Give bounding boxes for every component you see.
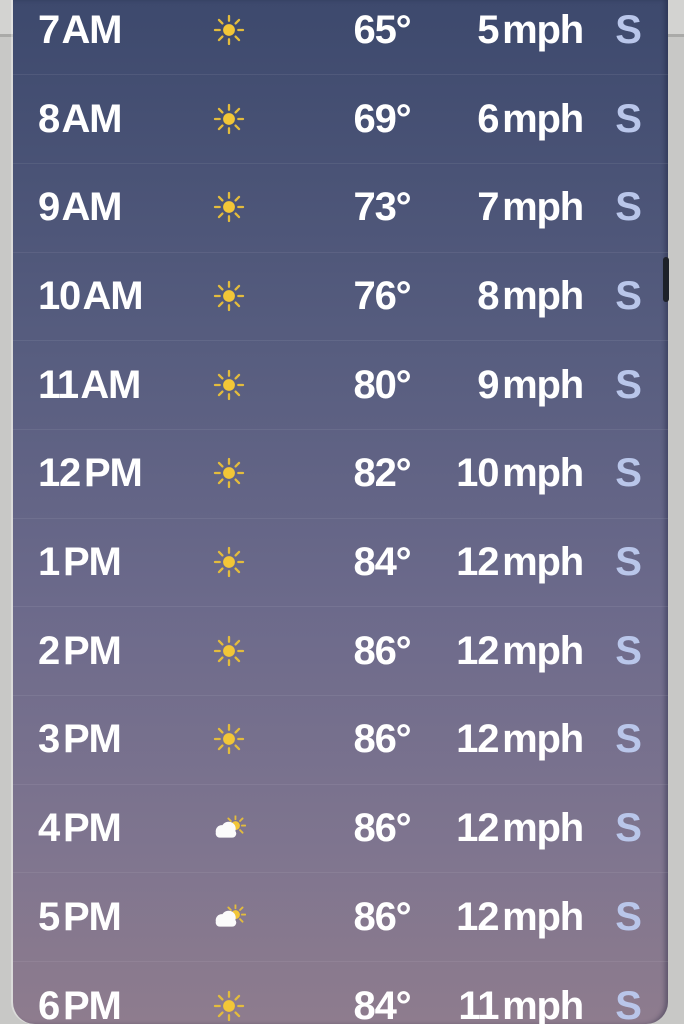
hourly-row: 9 AM 73° 7 mph S (13, 162, 668, 252)
sun-icon (213, 724, 245, 755)
wind-speed-label: 7 mph (477, 185, 584, 230)
temperature-label: 86° (353, 628, 412, 673)
time-label: 11 AM (38, 362, 141, 407)
sun-icon (213, 192, 245, 223)
wind-direction-label: S (615, 274, 642, 319)
sun-icon (213, 635, 245, 666)
wind-speed-label: 8 mph (477, 274, 584, 319)
sun-icon (213, 546, 245, 578)
wind-speed-label: 10 mph (456, 451, 584, 496)
time-label: 6 PM (38, 983, 122, 1024)
temperature-label: 65° (353, 7, 412, 52)
temperature-label: 73° (353, 185, 412, 230)
wind-direction-label: S (615, 96, 642, 141)
wind-speed-label: 12 mph (456, 717, 584, 762)
wind-direction-label: S (615, 362, 642, 407)
temperature-label: 84° (353, 540, 412, 585)
time-label: 12 PM (38, 451, 143, 496)
scrollbar-thumb[interactable] (663, 257, 669, 302)
wind-speed-label: 5 mph (477, 7, 584, 52)
wind-direction-label: S (615, 7, 642, 52)
wind-direction-label: S (615, 185, 642, 230)
time-label: 7 AM (38, 7, 123, 52)
sun-icon (213, 14, 245, 46)
hourly-row: 6 PM 84° 11 mph S (13, 961, 668, 1024)
sun-icon (213, 103, 245, 134)
sun-icon (213, 458, 245, 489)
hourly-row: 5 PM 86° 12 mph S (13, 872, 668, 961)
wind-speed-label: 12 mph (456, 806, 584, 851)
hourly-row: 4 PM 86° 12 mph S (13, 783, 668, 873)
temperature-label: 86° (353, 806, 412, 851)
wind-direction-label: S (615, 717, 642, 762)
background-strip-right (668, 0, 684, 34)
wind-speed-label: 12 mph (456, 540, 584, 585)
wind-direction-label: S (615, 894, 642, 939)
hourly-row: 7 AM 65° 5 mph S (13, 0, 668, 74)
time-label: 9 AM (38, 185, 123, 230)
wind-direction-label: S (615, 628, 642, 673)
sun-icon (213, 369, 245, 400)
background-strip-left (0, 0, 13, 34)
hourly-row: 8 AM 69° 6 mph S (13, 74, 668, 163)
wind-speed-label: 9 mph (477, 362, 584, 407)
hourly-row: 11 AM 80° 9 mph S (13, 340, 668, 429)
sun-behind-cloud-icon (212, 815, 246, 841)
temperature-label: 80° (353, 362, 412, 407)
hourly-row: 1 PM 84° 12 mph S (13, 517, 668, 607)
temperature-label: 84° (353, 983, 412, 1024)
background-divider-line-left (0, 34, 13, 37)
temperature-label: 86° (353, 894, 412, 939)
temperature-label: 86° (353, 717, 412, 762)
time-label: 8 AM (38, 96, 123, 141)
time-label: 10 AM (38, 274, 144, 319)
wind-speed-label: 12 mph (456, 628, 584, 673)
wind-speed-label: 12 mph (456, 894, 584, 939)
wind-direction-label: S (615, 983, 642, 1024)
wind-speed-label: 11 mph (458, 983, 584, 1024)
sun-icon (213, 280, 245, 312)
time-label: 1 PM (38, 540, 122, 585)
temperature-label: 82° (353, 451, 412, 496)
wind-speed-label: 6 mph (477, 96, 584, 141)
time-label: 5 PM (38, 894, 122, 939)
time-label: 4 PM (38, 806, 122, 851)
hourly-row: 10 AM 76° 8 mph S (13, 251, 668, 341)
wind-direction-label: S (615, 540, 642, 585)
wind-direction-label: S (615, 451, 642, 496)
hourly-forecast-list: 7 AM 65° 5 mph S 8 AM 69° 6 mph S 9 AM 7… (13, 0, 668, 1024)
wind-direction-label: S (615, 806, 642, 851)
hourly-forecast-sheet[interactable]: 7 AM 65° 5 mph S 8 AM 69° 6 mph S 9 AM 7… (13, 0, 668, 1024)
hourly-row: 2 PM 86° 12 mph S (13, 606, 668, 695)
background-divider-line-right (668, 34, 684, 37)
sun-icon (213, 990, 245, 1021)
time-label: 2 PM (38, 628, 122, 673)
sun-behind-cloud-icon (212, 904, 246, 929)
hourly-row: 12 PM 82° 10 mph S (13, 429, 668, 518)
time-label: 3 PM (38, 717, 122, 762)
hourly-row: 3 PM 86° 12 mph S (13, 695, 668, 784)
temperature-label: 76° (353, 274, 412, 319)
temperature-label: 69° (353, 96, 412, 141)
